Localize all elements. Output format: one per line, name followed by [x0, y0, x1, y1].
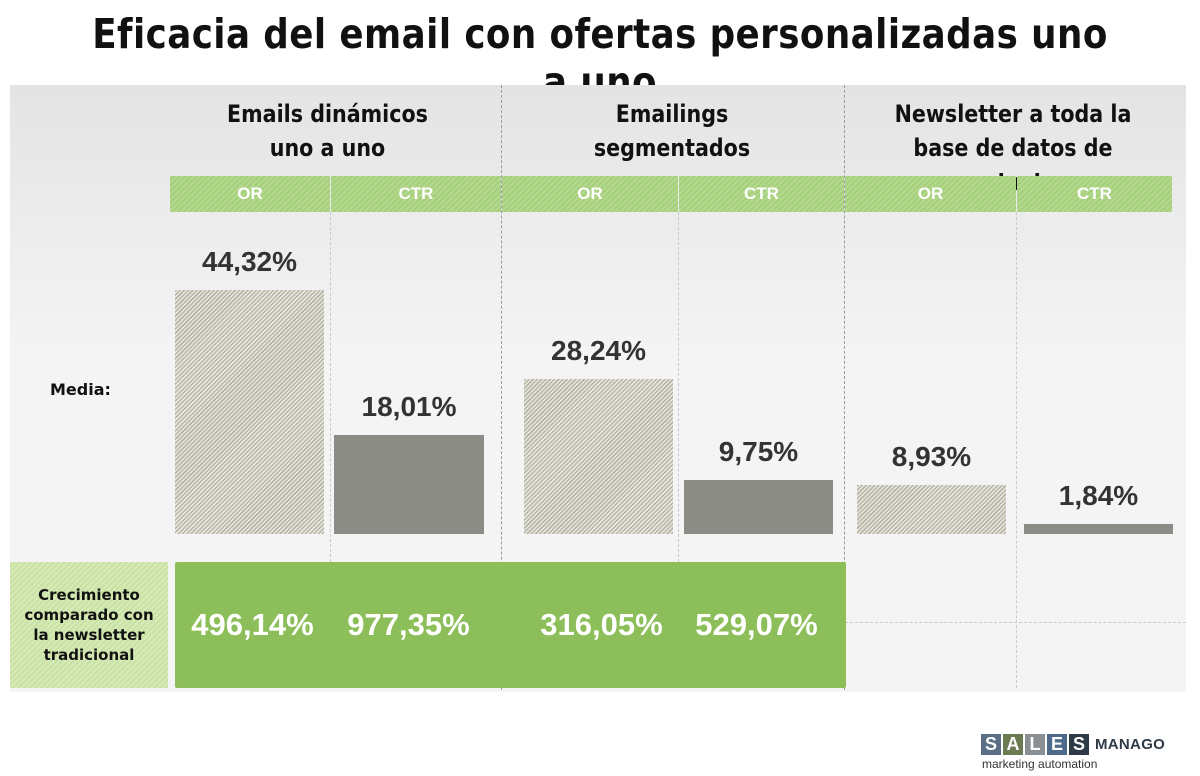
bar-ctr-2: [684, 480, 833, 534]
growth-value: 529,07%: [695, 607, 818, 642]
group-header-line: Emails dinámicos: [227, 100, 428, 128]
bar-ctr-1: [334, 434, 484, 534]
bar-or-2: [524, 378, 673, 534]
bar-value-label: 44,32%: [202, 246, 297, 278]
group-header-segmented: Emailings segmentados: [534, 97, 809, 165]
logo-letter: A: [1003, 733, 1023, 755]
bar-value-label: 9,75%: [718, 436, 799, 468]
chart-title: Eficacia del email con ofertas personali…: [92, 10, 1108, 106]
group-header-dynamic: Emails dinámicos uno a uno: [196, 97, 458, 165]
bar-or-3: [857, 484, 1006, 534]
logo-word: MANAGO: [1095, 735, 1166, 753]
group-header-line: Emailings: [615, 100, 729, 128]
col-divider-1: [330, 212, 331, 562]
growth-value: 977,35%: [347, 607, 470, 642]
group-header-line: Newsletter a toda la: [894, 100, 1132, 128]
row-label-media: Media:: [50, 380, 111, 399]
col-header-ctr-3: CTR: [1017, 176, 1172, 212]
logo-letter: S: [1069, 733, 1089, 755]
brand-logo: S A L E S MANAGO: [981, 733, 1165, 755]
bar-or-1: [175, 290, 324, 534]
col-header-ctr-1: CTR: [331, 176, 501, 212]
col-header-or-1: OR: [170, 176, 330, 212]
group-header-line: uno a uno: [269, 134, 386, 162]
growth-box: [175, 562, 846, 688]
col-header-or-2: OR: [502, 176, 678, 212]
logo-letter: L: [1025, 733, 1045, 755]
growth-label-text: Crecimiento comparado con la newsletter …: [24, 586, 154, 664]
col-divider-3: [1016, 212, 1017, 688]
row-divider: [845, 622, 1186, 623]
group-divider-2: [844, 85, 845, 690]
col-divider-2: [678, 212, 679, 562]
logo-letter: E: [1047, 733, 1067, 755]
brand-tagline: marketing automation: [982, 757, 1098, 771]
growth-value: 496,14%: [191, 607, 314, 642]
bar-value-label: 1,84%: [1058, 479, 1139, 511]
group-header-line: segmentados: [593, 134, 751, 162]
group-divider-1: [501, 85, 502, 690]
bar-ctr-3: [1024, 523, 1173, 534]
growth-label: Crecimiento comparado con la newsletter …: [10, 562, 168, 688]
logo-letter: S: [981, 733, 1001, 755]
col-header-or-3: OR: [845, 176, 1016, 212]
col-header-ctr-2: CTR: [679, 176, 844, 212]
growth-value: 316,05%: [540, 607, 663, 642]
bar-value-label: 18,01%: [361, 390, 457, 422]
bar-value-label: 8,93%: [891, 440, 972, 472]
bar-value-label: 28,24%: [551, 334, 646, 366]
